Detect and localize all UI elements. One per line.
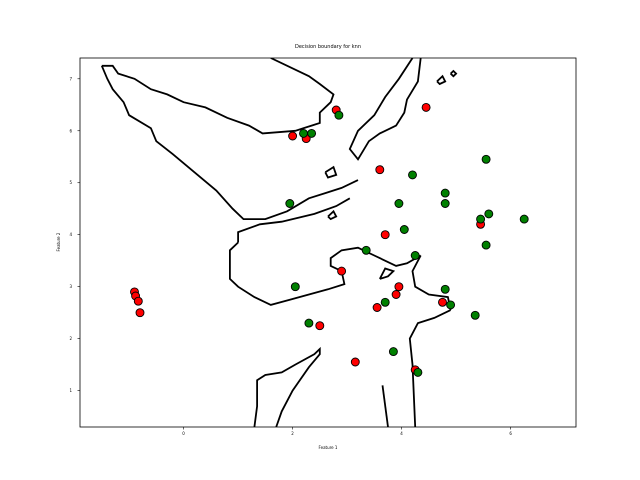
data-point-green: [519, 214, 529, 224]
x-tick-label: 6: [509, 431, 512, 436]
boundary-segment: [237, 197, 351, 243]
data-point-green: [361, 245, 371, 255]
data-point-green: [481, 154, 491, 164]
data-point-red: [394, 282, 404, 292]
data-point-red: [391, 290, 401, 299]
data-point-green: [299, 128, 308, 138]
x-tick-label: 0: [182, 431, 185, 436]
data-point-green: [481, 240, 491, 250]
data-point-green: [290, 282, 300, 292]
plot-area: 0 2 4 6 1 2 3 4 5 6 7: [69, 57, 577, 436]
boundary-segment: [100, 65, 359, 221]
boundary-segment: [408, 309, 451, 427]
data-point-red: [315, 321, 325, 331]
data-point-green: [410, 251, 420, 260]
x-tick-label: 2: [291, 431, 294, 436]
boundary-segment: [411, 255, 452, 311]
data-point-green: [446, 300, 456, 310]
data-point-green: [440, 188, 450, 198]
data-point-green: [440, 199, 450, 208]
data-point-red: [375, 165, 385, 175]
x-axis-label: Feature 1: [319, 445, 338, 450]
y-tick-label: 5: [69, 180, 72, 185]
data-point-green: [476, 214, 486, 224]
boundary-segment: [379, 267, 396, 280]
data-point-green: [285, 199, 295, 208]
data-point-green: [470, 310, 480, 320]
y-tick-label: 7: [69, 76, 72, 81]
boundary-segment: [327, 209, 338, 221]
boundary-segment: [324, 165, 338, 179]
x-tick-label: 4: [400, 431, 403, 436]
boundary-segment: [381, 385, 389, 427]
boundary-segment: [228, 241, 422, 306]
data-point-green: [380, 297, 390, 307]
data-point-green: [304, 318, 314, 328]
y-tick-label: 4: [69, 232, 72, 237]
boundary-segment: [449, 69, 458, 78]
data-point-green: [388, 347, 398, 357]
data-point-green: [440, 284, 450, 294]
boundary-segment: [436, 74, 447, 86]
data-point-red: [438, 297, 447, 307]
data-point-red: [135, 308, 145, 318]
data-point-green: [399, 225, 409, 234]
data-point-green: [484, 209, 494, 219]
y-tick-label: 1: [69, 388, 72, 393]
decision-boundary: [100, 58, 458, 427]
data-point-red: [421, 102, 431, 112]
data-point-red: [337, 266, 347, 276]
data-point-green: [408, 170, 417, 180]
y-axis-label: Feature 2: [56, 232, 61, 251]
boundary-segment: [348, 58, 422, 161]
data-point-red: [133, 296, 143, 306]
data-point-red: [372, 303, 382, 312]
y-tick-label: 3: [69, 284, 72, 289]
data-point-green: [394, 199, 404, 208]
boundary-segment: [253, 346, 321, 427]
data-point-green: [334, 110, 344, 120]
data-point-green: [307, 128, 317, 138]
chart-title: Decision boundary for knn: [295, 44, 361, 50]
data-point-red: [288, 131, 298, 141]
y-tick-label: 2: [69, 336, 72, 341]
boundary-segment: [101, 58, 335, 135]
y-tick-label: 6: [69, 128, 72, 133]
data-point-red: [380, 230, 390, 240]
data-point-red: [350, 357, 360, 367]
data-point-green: [413, 367, 423, 377]
plot-frame: [79, 57, 577, 428]
